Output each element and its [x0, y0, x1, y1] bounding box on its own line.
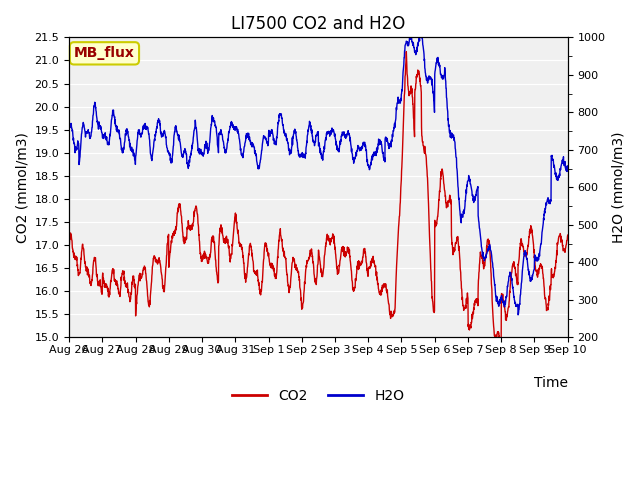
X-axis label: Time: Time: [534, 376, 568, 390]
Text: MB_flux: MB_flux: [74, 47, 135, 60]
Y-axis label: H2O (mmol/m3): H2O (mmol/m3): [611, 132, 625, 243]
Y-axis label: CO2 (mmol/m3): CO2 (mmol/m3): [15, 132, 29, 243]
Legend: CO2, H2O: CO2, H2O: [227, 384, 410, 408]
Title: LI7500 CO2 and H2O: LI7500 CO2 and H2O: [231, 15, 406, 33]
